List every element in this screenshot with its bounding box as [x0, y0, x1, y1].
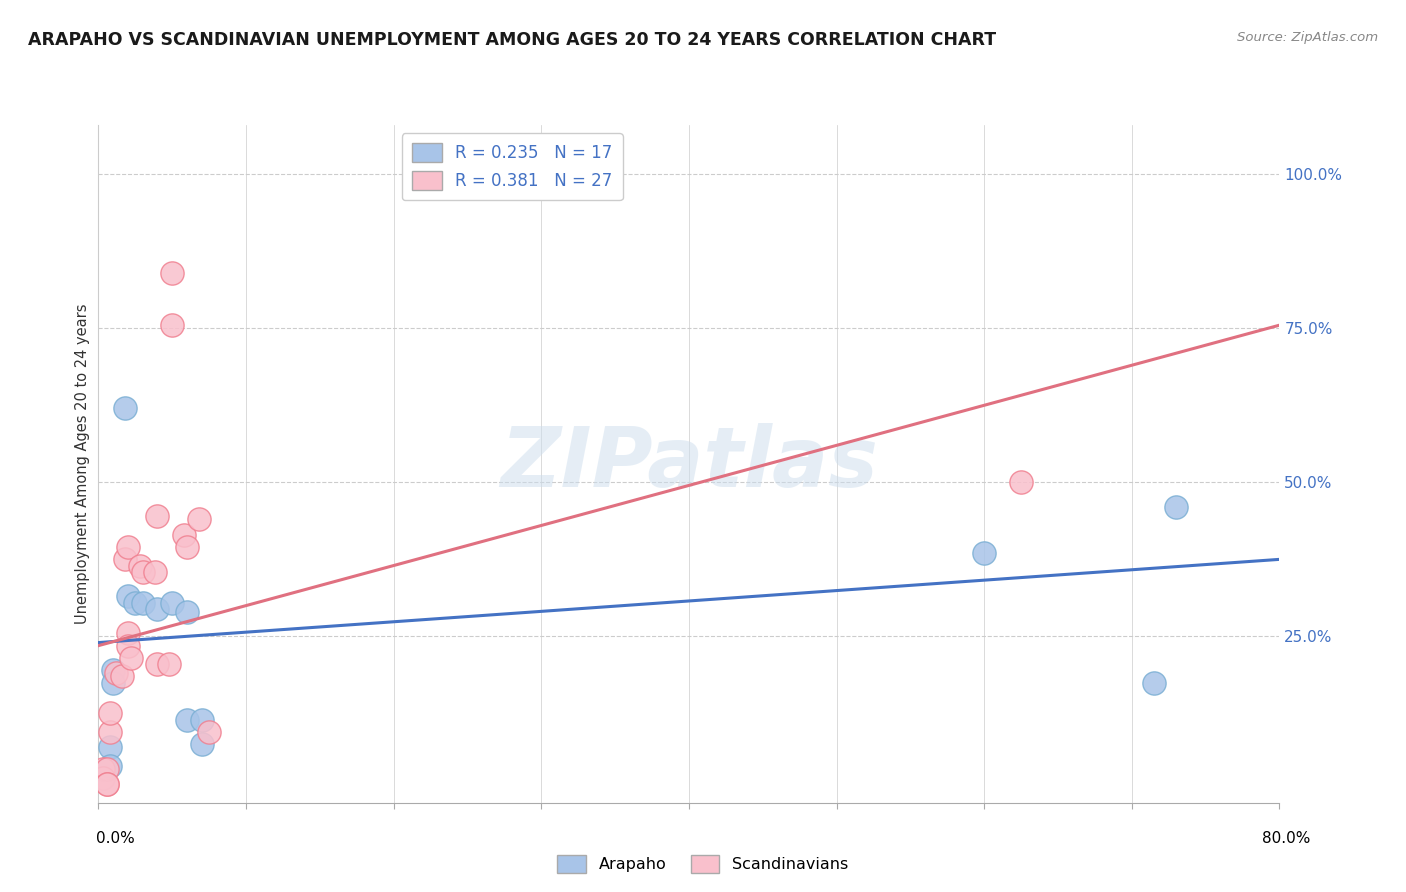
Point: [117, 540, 139, 554]
Point: [191, 737, 214, 751]
Point: [98, 740, 121, 755]
Point: [114, 552, 136, 566]
Point: [103, 663, 125, 677]
Point: [117, 626, 139, 640]
Point: [146, 657, 169, 672]
Point: [96, 777, 118, 791]
Point: [105, 666, 128, 681]
Point: [96, 777, 118, 791]
Point: [117, 639, 139, 653]
Text: Source: ZipAtlas.com: Source: ZipAtlas.com: [1237, 31, 1378, 45]
Point: [96, 762, 118, 776]
Point: [187, 512, 209, 526]
Point: [132, 565, 155, 579]
Point: [973, 546, 995, 560]
Point: [143, 565, 166, 579]
Point: [1010, 475, 1032, 490]
Point: [120, 651, 142, 665]
Point: [128, 558, 150, 573]
Point: [98, 706, 121, 721]
Point: [198, 725, 221, 739]
Point: [117, 590, 139, 604]
Point: [103, 675, 125, 690]
Point: [98, 725, 121, 739]
Point: [176, 713, 198, 727]
Point: [146, 509, 169, 524]
Legend: R = 0.235   N = 17, R = 0.381   N = 27: R = 0.235 N = 17, R = 0.381 N = 27: [402, 133, 623, 200]
Text: ZIPatlas: ZIPatlas: [501, 424, 877, 504]
Point: [1164, 500, 1187, 514]
Legend: Arapaho, Scandinavians: Arapaho, Scandinavians: [551, 848, 855, 880]
Point: [157, 657, 180, 672]
Point: [191, 713, 214, 727]
Point: [162, 595, 183, 609]
Point: [91, 771, 114, 785]
Text: ARAPAHO VS SCANDINAVIAN UNEMPLOYMENT AMONG AGES 20 TO 24 YEARS CORRELATION CHART: ARAPAHO VS SCANDINAVIAN UNEMPLOYMENT AMO…: [28, 31, 997, 49]
Point: [98, 759, 121, 773]
Point: [176, 540, 198, 554]
Point: [91, 762, 114, 776]
Point: [111, 669, 134, 683]
Text: 0.0%: 0.0%: [96, 831, 135, 846]
Point: [176, 605, 198, 619]
Point: [114, 401, 136, 416]
Text: 80.0%: 80.0%: [1263, 831, 1310, 846]
Point: [146, 601, 169, 615]
Point: [162, 266, 183, 280]
Point: [1143, 675, 1166, 690]
Y-axis label: Unemployment Among Ages 20 to 24 years: Unemployment Among Ages 20 to 24 years: [75, 303, 90, 624]
Point: [162, 318, 183, 333]
Point: [132, 595, 155, 609]
Point: [173, 527, 195, 541]
Point: [124, 595, 146, 609]
